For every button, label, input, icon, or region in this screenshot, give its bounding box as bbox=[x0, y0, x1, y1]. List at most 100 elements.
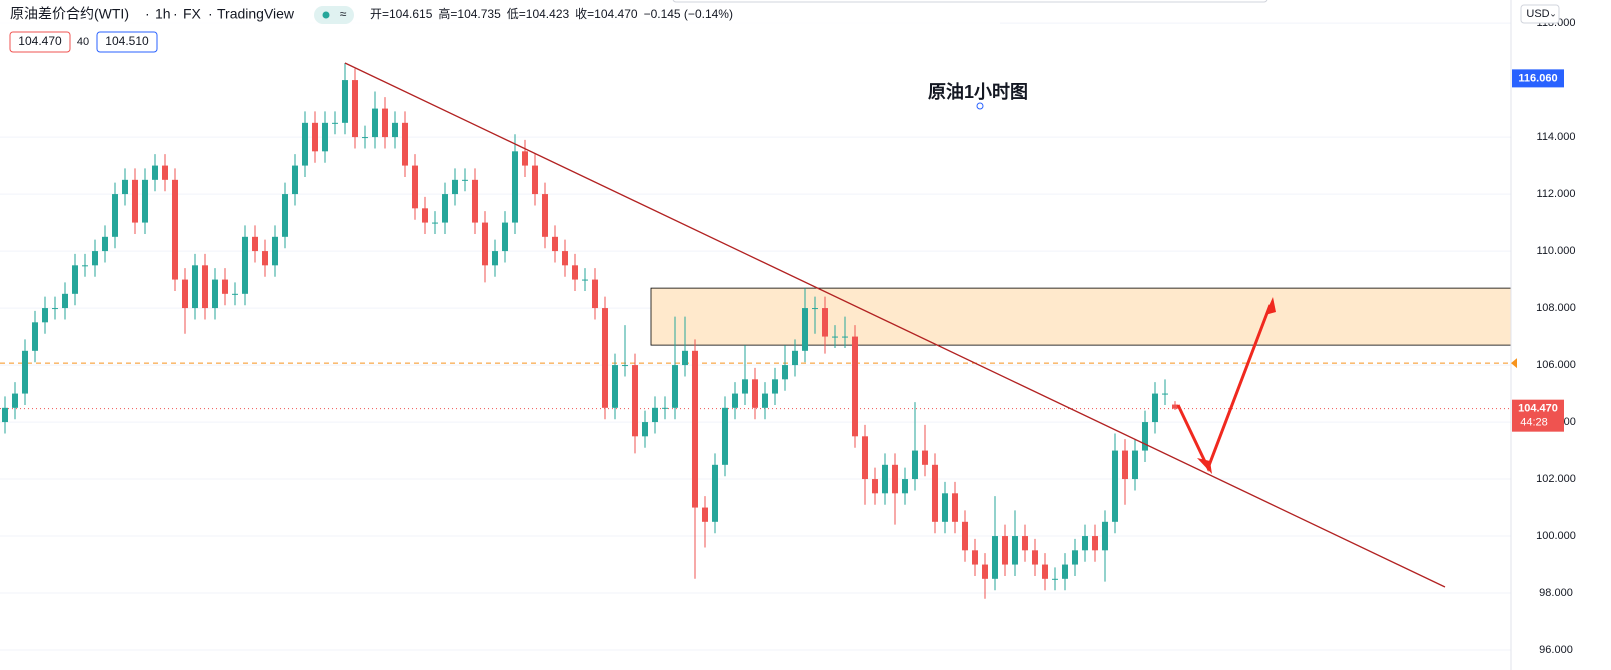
candle-body bbox=[302, 122, 308, 166]
candle-body bbox=[802, 308, 808, 351]
candle-body bbox=[462, 179, 468, 181]
candle-body bbox=[342, 80, 348, 123]
spread: 40 bbox=[77, 36, 89, 48]
candle-body bbox=[1142, 422, 1148, 451]
high-marker-label: 116.060 bbox=[1518, 72, 1557, 84]
currency-button[interactable] bbox=[1520, 4, 1560, 24]
candle-body bbox=[242, 236, 248, 294]
ohlc-item: −0.145 (−0.14%) bbox=[644, 7, 733, 21]
candle-body bbox=[382, 108, 388, 138]
high-marker-box bbox=[1512, 69, 1564, 88]
candle-body bbox=[92, 251, 98, 266]
candle-body bbox=[82, 265, 88, 267]
candle-body bbox=[612, 365, 618, 408]
candle-body bbox=[592, 279, 598, 309]
candle-body bbox=[62, 293, 68, 309]
candle-body bbox=[702, 507, 708, 522]
candle-body bbox=[522, 151, 528, 166]
ohlc-item: 高=104.735 bbox=[438, 6, 501, 21]
candle-body bbox=[1042, 564, 1048, 579]
candle-body bbox=[22, 350, 28, 394]
header-bg bbox=[0, 0, 1000, 30]
candle-body bbox=[822, 308, 828, 337]
y-tick-label: 110.000 bbox=[1537, 245, 1576, 257]
candle-body bbox=[762, 393, 768, 408]
arrow-head bbox=[1197, 458, 1212, 474]
candle-body bbox=[742, 379, 748, 394]
y-tick-label: 114.000 bbox=[1537, 131, 1576, 143]
y-tick-label: 98.000 bbox=[1539, 587, 1573, 599]
candles bbox=[2, 62, 1178, 599]
candle-body bbox=[192, 265, 198, 309]
candle-body bbox=[442, 194, 448, 223]
candle-body bbox=[652, 407, 658, 423]
candle-body bbox=[292, 165, 298, 195]
y-tick-label: 96.000 bbox=[1539, 644, 1573, 656]
candle-body bbox=[932, 464, 938, 522]
candle-body bbox=[482, 222, 488, 266]
currency: USD bbox=[1526, 8, 1549, 20]
exchange: FX bbox=[183, 6, 202, 22]
candle-body bbox=[322, 122, 328, 152]
y-tick-label: 102.000 bbox=[1536, 473, 1576, 485]
status-pill[interactable] bbox=[314, 6, 354, 24]
candle-body bbox=[962, 521, 968, 551]
y-tick-label: 108.000 bbox=[1536, 302, 1576, 314]
candle-body bbox=[1062, 564, 1068, 579]
countdown: 44:28 bbox=[1520, 417, 1548, 429]
candle-body bbox=[852, 336, 858, 437]
candle-body bbox=[682, 350, 688, 366]
candle-body bbox=[1082, 536, 1088, 551]
y-tick-label: 106.000 bbox=[1536, 359, 1576, 371]
candle-body bbox=[732, 393, 738, 408]
candle-body bbox=[942, 493, 948, 522]
candle-body bbox=[512, 151, 518, 223]
candle-body bbox=[1002, 536, 1008, 565]
candle-body bbox=[862, 436, 868, 480]
sell-box[interactable] bbox=[9, 31, 71, 53]
candle-body bbox=[712, 464, 718, 522]
candle-body bbox=[1162, 393, 1168, 395]
candle-body bbox=[1122, 450, 1128, 480]
candle-body bbox=[262, 251, 268, 266]
last-price-label: 104.470 bbox=[1518, 403, 1558, 415]
candle-body bbox=[792, 350, 798, 366]
candle-body bbox=[582, 279, 588, 281]
dropdown-icon: ⌄ bbox=[1549, 8, 1557, 18]
candle-body bbox=[132, 179, 138, 223]
candle-body bbox=[172, 179, 178, 280]
candle-body bbox=[602, 308, 608, 408]
candle-body bbox=[892, 464, 898, 494]
candle-body bbox=[1132, 450, 1138, 480]
candle-body bbox=[902, 479, 908, 494]
sep: · bbox=[145, 6, 150, 22]
candle-body bbox=[912, 450, 918, 480]
candle-body bbox=[642, 422, 648, 437]
candle-body bbox=[412, 165, 418, 209]
candle-body bbox=[12, 393, 18, 408]
candle-body bbox=[212, 279, 218, 309]
candle-body bbox=[282, 194, 288, 237]
candle-body bbox=[182, 279, 188, 309]
candle-body bbox=[572, 265, 578, 280]
ohlc-item: 开=104.615 bbox=[370, 7, 433, 21]
price-axis bbox=[1511, 0, 1611, 670]
candle-body bbox=[122, 179, 128, 195]
candle-body bbox=[1092, 536, 1098, 551]
candle-body bbox=[472, 179, 478, 223]
candle-body bbox=[972, 550, 978, 565]
buy-box[interactable] bbox=[96, 31, 158, 53]
candle-body bbox=[112, 194, 118, 237]
candle-body bbox=[722, 407, 728, 465]
candle-body bbox=[332, 122, 338, 124]
candle-body bbox=[1172, 404, 1178, 409]
candle-body bbox=[632, 365, 638, 437]
candle-body bbox=[952, 493, 958, 522]
status-icon: ≈ bbox=[340, 7, 347, 21]
candle-body bbox=[1112, 450, 1118, 522]
y-tick-label: 100.000 bbox=[1536, 530, 1576, 542]
candle-body bbox=[42, 308, 48, 323]
candle-body bbox=[812, 308, 818, 310]
candle-body bbox=[352, 80, 358, 138]
